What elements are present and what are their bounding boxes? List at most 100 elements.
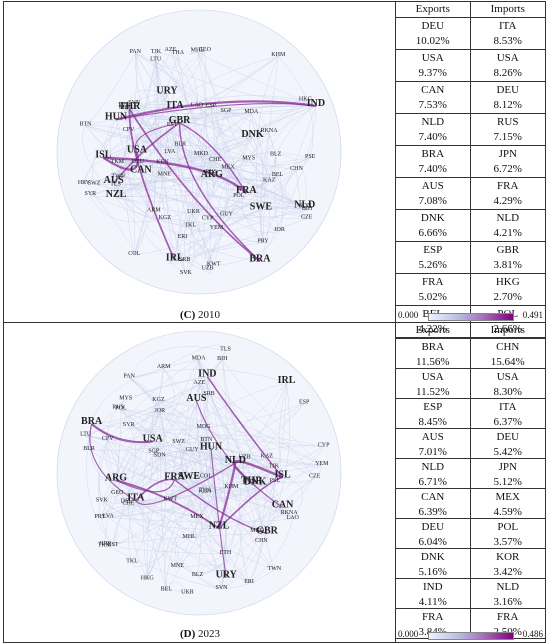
strong-trade-edge bbox=[217, 462, 237, 529]
table-row: AUS 7.01% DEU 5.42% bbox=[396, 429, 545, 459]
trade-edge bbox=[257, 477, 315, 533]
trade-edge bbox=[112, 411, 161, 547]
trade-edge bbox=[199, 384, 220, 529]
country-node-label: LTU bbox=[150, 56, 162, 62]
country-node-label: KAZ bbox=[261, 454, 274, 460]
trade-edge bbox=[90, 194, 165, 223]
country-node-label: MDA bbox=[244, 109, 259, 115]
country-node-label: ITA bbox=[127, 493, 145, 504]
country-node-label: CAN bbox=[272, 499, 294, 510]
country-code: DEU bbox=[421, 20, 445, 32]
trade-edge bbox=[227, 165, 270, 182]
country-node-label: HKG bbox=[141, 576, 155, 582]
trade-edge bbox=[225, 111, 270, 182]
table-header: Exports Imports bbox=[396, 2, 545, 18]
trade-edge bbox=[174, 359, 200, 480]
trade-edge bbox=[160, 587, 188, 594]
trade-edge bbox=[166, 581, 188, 594]
trade-edge bbox=[120, 409, 293, 519]
country-node-label: POL bbox=[233, 193, 245, 199]
country-node-label: ARG bbox=[201, 169, 223, 180]
trade-edge bbox=[275, 155, 307, 207]
strong-trade-edge bbox=[218, 476, 283, 529]
country-code: ESP bbox=[423, 244, 443, 256]
trade-edge bbox=[85, 125, 202, 156]
trade-edge bbox=[161, 217, 191, 227]
trade-edge bbox=[90, 177, 270, 196]
trade-edge bbox=[115, 50, 171, 120]
strong-trade-edge bbox=[90, 423, 153, 444]
trade-edge bbox=[197, 569, 275, 589]
country-node-label: CHE bbox=[122, 501, 134, 507]
trade-edge bbox=[140, 172, 280, 232]
share-percent: 3.57% bbox=[493, 536, 522, 548]
trade-edge bbox=[171, 443, 190, 539]
trade-edge bbox=[225, 111, 252, 114]
trade-edge bbox=[241, 192, 264, 243]
trade-edge bbox=[196, 382, 287, 519]
caption-year: 2023 bbox=[198, 628, 221, 640]
trade-edge bbox=[117, 490, 283, 508]
country-code: DEU bbox=[496, 431, 520, 443]
country-code: NLD bbox=[496, 212, 520, 224]
panel-2023: ISL FRA AUS NLD THR IRL GBR USA ITA HUN ARG IND SWE D… bbox=[3, 323, 546, 643]
trade-edge bbox=[91, 423, 324, 447]
country-node-label: GUY bbox=[220, 212, 234, 218]
trade-edge bbox=[113, 183, 191, 227]
trade-edge bbox=[140, 160, 216, 173]
trade-edge bbox=[174, 112, 227, 261]
trade-edge bbox=[197, 564, 250, 584]
country-node-label: COL bbox=[200, 474, 212, 480]
country-node-label: MEX bbox=[190, 514, 204, 520]
trade-edge bbox=[178, 443, 275, 571]
trade-edge bbox=[198, 359, 256, 485]
trade-edge bbox=[124, 106, 180, 124]
share-percent: 10.02% bbox=[415, 35, 450, 47]
caption-year: 2010 bbox=[198, 309, 221, 321]
trade-edge bbox=[188, 212, 217, 232]
trade-edge bbox=[101, 382, 287, 502]
network-boundary bbox=[56, 330, 342, 616]
country-node-label: KWT bbox=[207, 261, 221, 267]
trade-edge bbox=[103, 112, 252, 158]
trade-edge bbox=[115, 125, 173, 198]
country-node-label: CYP bbox=[318, 443, 330, 449]
country-code: RUS bbox=[497, 116, 519, 128]
share-percent: 3.16% bbox=[493, 596, 522, 608]
panel-2010: ISL FRA AUS NLD THR IRL GBR USA ITA HUN ARG IND SWE D… bbox=[3, 1, 546, 338]
country-node-label: CAN bbox=[130, 164, 152, 175]
network-cell-2023: ISL FRA AUS NLD THR IRL GBR USA ITA HUN ARG IND SWE D… bbox=[4, 323, 396, 642]
share-percent: 5.16% bbox=[418, 566, 447, 578]
country-node-label: THA bbox=[172, 50, 185, 56]
exports-cell: DEU 6.04% bbox=[396, 519, 471, 548]
trade-edge bbox=[85, 116, 253, 138]
imports-cell: JPN 5.12% bbox=[471, 459, 546, 488]
trade-edge bbox=[251, 112, 308, 219]
country-node-label: PRY bbox=[257, 239, 269, 245]
country-code: NLD bbox=[421, 116, 445, 128]
trade-edge bbox=[189, 467, 275, 539]
trade-edge bbox=[135, 52, 247, 194]
country-node-label: EST bbox=[167, 122, 178, 128]
country-code: POL bbox=[497, 521, 519, 533]
color-legend-2023: 0.000 0.486 bbox=[396, 629, 545, 641]
imports-cell: RUS 7.15% bbox=[471, 114, 546, 145]
imports-cell: DEU 5.42% bbox=[471, 429, 546, 458]
trade-edge bbox=[153, 382, 287, 453]
country-node-label: RUS bbox=[112, 404, 124, 410]
trade-edge bbox=[131, 537, 190, 567]
strong-trade-edge bbox=[234, 459, 284, 479]
trade-edge bbox=[120, 409, 322, 466]
share-percent: 7.40% bbox=[418, 163, 447, 175]
country-node-label: SVK bbox=[180, 270, 193, 276]
trade-edge bbox=[115, 185, 165, 220]
table-row: USA 11.52% USA 8.30% bbox=[396, 369, 545, 399]
imports-cell: USA 8.26% bbox=[471, 50, 546, 81]
trade-edge bbox=[159, 383, 200, 414]
share-percent: 4.11% bbox=[418, 596, 447, 608]
country-node-label: RUS bbox=[205, 169, 217, 175]
trade-edge bbox=[115, 197, 186, 275]
country-node-label: IND bbox=[307, 98, 325, 109]
country-node-label: HKG bbox=[299, 96, 313, 102]
trade-edge bbox=[222, 359, 322, 466]
